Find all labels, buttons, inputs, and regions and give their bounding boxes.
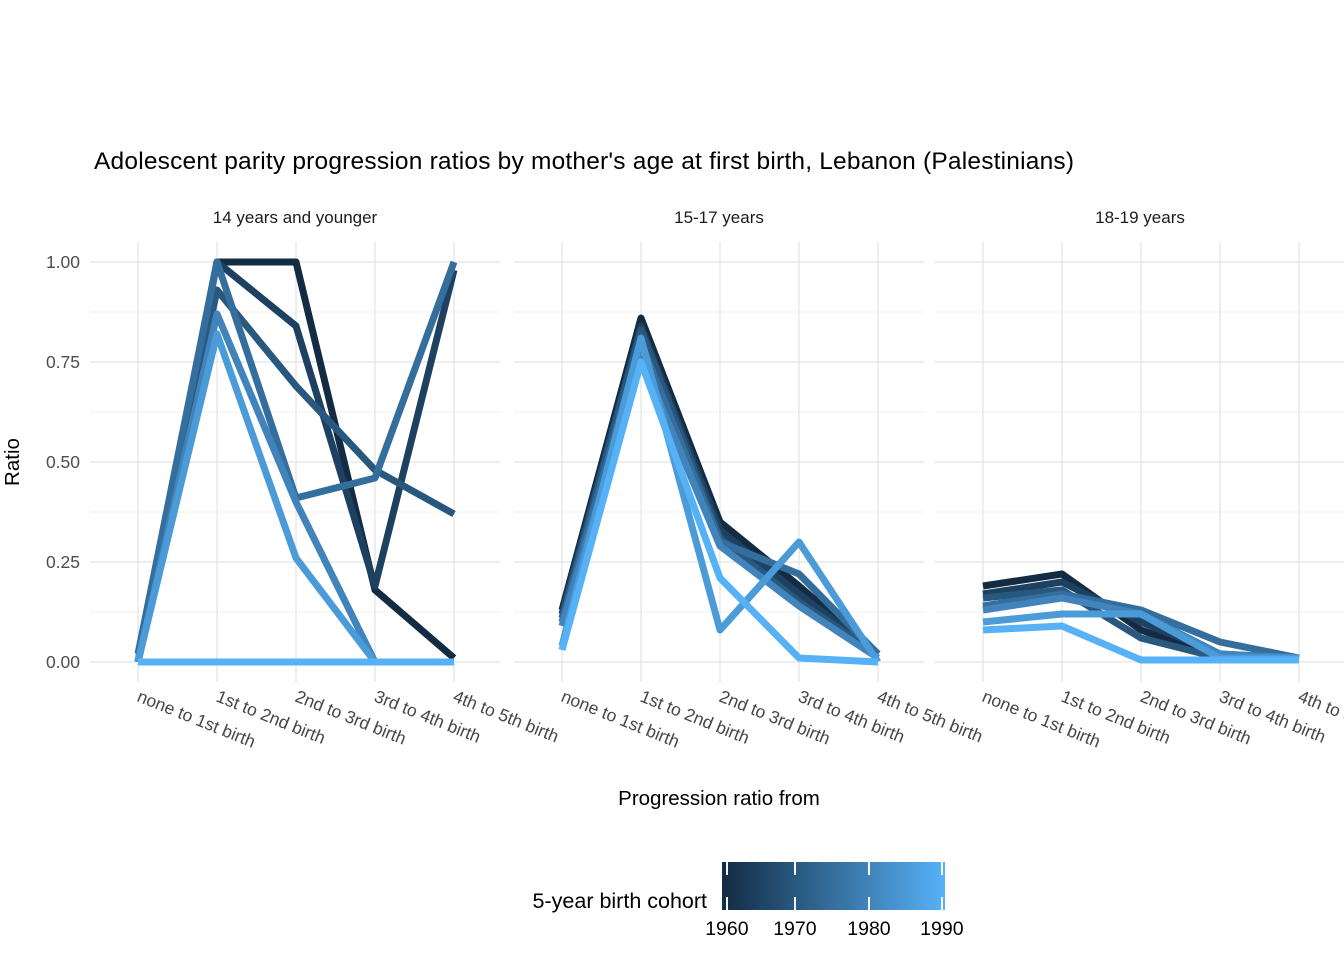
legend-tick-mark (725, 862, 728, 875)
y-tick-label: 0.00 (45, 652, 80, 672)
series-line-cohort-1970 (134, 286, 456, 663)
legend-tick-label: 1970 (773, 918, 817, 940)
facet-panel (935, 242, 1344, 682)
legend-tick-mark (940, 897, 943, 910)
legend-tick-mark (725, 897, 728, 910)
y-tick-label: 0.75 (45, 352, 80, 372)
legend-colorbar (722, 862, 945, 910)
series-line-cohort-1990 (982, 622, 1299, 664)
legend-tick-label: 1980 (847, 918, 891, 940)
facet-strip-label: 18-19 years (1095, 208, 1185, 227)
legend-tick-mark (940, 862, 943, 875)
facet-panel (90, 242, 500, 682)
facet-strip-label: 14 years and younger (212, 208, 378, 227)
legend-title: 5-year birth cohort (532, 889, 707, 913)
legend-tick-label: 1960 (705, 918, 749, 940)
legend-tick-mark (867, 862, 870, 875)
y-tick-label: 0.50 (45, 452, 80, 472)
series-line-cohort-1990 (558, 358, 879, 666)
y-tick-label: 1.00 (45, 252, 80, 272)
facet-panel (514, 242, 924, 682)
y-tick-label: 0.25 (45, 552, 80, 572)
legend-tick-label: 1990 (920, 918, 964, 940)
legend-tick-mark (793, 897, 796, 910)
chart-title: Adolescent parity progression ratios by … (94, 148, 1075, 175)
legend-tick-mark (867, 897, 870, 910)
series-line-cohort-1975 (982, 590, 1300, 662)
series-line-cohort-1985 (558, 334, 881, 664)
legend-tick-mark (793, 862, 796, 875)
facet-strip-label: 15-17 years (674, 208, 764, 227)
x-axis-title: Progression ratio from (618, 787, 820, 810)
